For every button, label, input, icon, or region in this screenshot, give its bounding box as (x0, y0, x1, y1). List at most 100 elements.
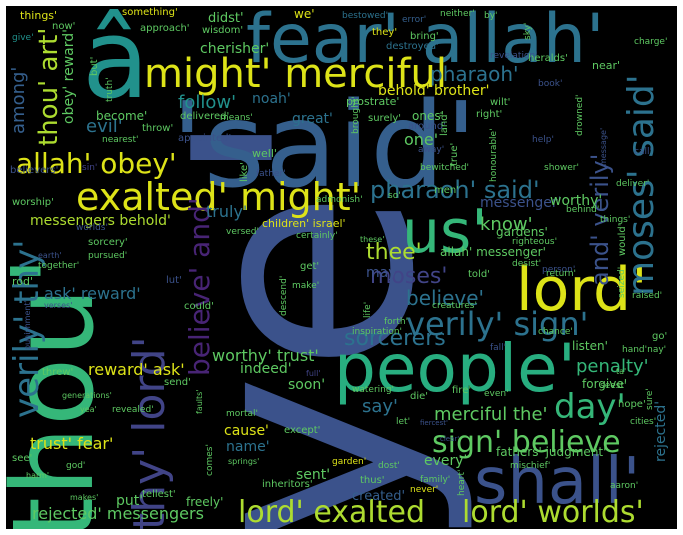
word-dost: dost' (378, 461, 400, 471)
word-honourable: honourable' (489, 128, 499, 182)
word-yea: yea' (80, 405, 97, 414)
word-thee: thee' (366, 240, 422, 265)
word-father: father' (256, 169, 286, 179)
word-we: we' (294, 7, 315, 21)
word-bestowed: bestowed' (342, 11, 389, 21)
word-told: told' (468, 269, 490, 280)
word-they: they' (372, 27, 398, 38)
word-fiercest: fiercest' (420, 419, 448, 427)
word-truly: truly' (206, 202, 248, 221)
word-things2: things' (600, 215, 631, 225)
word-person: person' (542, 265, 576, 275)
word-children-israel: children' israel' (262, 217, 346, 230)
word-verses: verses' (44, 301, 73, 310)
word-trust-fear: trust' fear' (30, 434, 114, 453)
word-become: become' (96, 109, 148, 123)
word-even: even' (484, 389, 509, 399)
word-certainly: certainly' (296, 231, 338, 241)
word-allah-obey: allah' obey' (16, 147, 177, 180)
word-would: would' (617, 223, 628, 256)
word-fathers-judgment: fathers' judgment' (496, 445, 607, 459)
word-fall: fall' (490, 343, 507, 353)
word-sent: sent' (296, 467, 331, 483)
word-approach: approach' (140, 23, 190, 34)
word-ask-reward: ask' reward' (44, 284, 141, 303)
word-lord-exalted: lord' exalted (238, 495, 425, 529)
word-faults: faults' (195, 389, 204, 414)
word-brought: brought' (351, 96, 361, 134)
word-help: help' (532, 135, 554, 145)
word-thus: thus' (360, 475, 385, 486)
word-raised: raised' (632, 291, 663, 301)
word-every: every' (424, 453, 468, 469)
word-error: error' (402, 15, 427, 25)
word-these: these' (360, 235, 385, 244)
word-around: around' (408, 121, 446, 132)
word-god: god' (66, 461, 86, 471)
word-mischief: mischief' (510, 461, 551, 471)
word-us: us' (402, 197, 488, 267)
word-moses: moses' (370, 264, 448, 289)
word-truth: truth' (105, 77, 115, 102)
word-say: say' (362, 396, 399, 417)
word-created: created' (352, 489, 406, 504)
word-sorcery: sorcery' (88, 237, 128, 248)
word-admonish: admonish' (316, 195, 363, 205)
word-people: people' (334, 330, 576, 407)
word-follow: follow' (178, 92, 237, 113)
word-neither: neither' (440, 9, 475, 19)
word-harm: harm' (26, 471, 50, 480)
word-delivered: delivered' (180, 111, 230, 122)
word-together: together' (38, 261, 80, 271)
word-descend: descend' (279, 275, 289, 316)
word-garden: garden' (332, 457, 367, 467)
word-righteous: righteous' (512, 237, 558, 247)
word-creatures: creatures' (432, 301, 477, 311)
word-believers: believers' (10, 165, 59, 176)
word-life: life' (363, 301, 373, 318)
word-great: great' (292, 111, 333, 127)
word-die: die' (410, 391, 429, 402)
word-cause: cause' (224, 423, 269, 439)
word-thou-art: thou' art' (34, 27, 64, 146)
word-put: put' (116, 493, 144, 509)
word-bewitched: bewitched' (420, 163, 470, 173)
word-exalted-might: exalted' might' (76, 175, 362, 219)
word-heralds: heralds' (528, 53, 568, 64)
word-inheritors: inheritors' (262, 479, 313, 490)
word-well: well' (252, 147, 277, 160)
word-rod: rod' (12, 275, 34, 288)
word-believe-and: believe' and' (183, 197, 216, 376)
word-pharaoh: pharaoh' (430, 62, 519, 86)
word-know: know' (480, 214, 533, 235)
word-didst: didst' (208, 11, 244, 26)
word-verily-sign: verily' sign' (406, 305, 589, 343)
word-versed: versed' (226, 227, 259, 237)
word-drowned: drowned' (575, 94, 585, 136)
word-fire: fire' (452, 385, 472, 396)
word-evil: evil' (86, 116, 123, 137)
word-return: return' (546, 269, 576, 279)
word-men: men' (434, 185, 459, 196)
word-said: 'said' (171, 76, 478, 214)
word-now: now' (52, 21, 76, 32)
word-rejected-messengers: rejected' messengers (32, 504, 204, 523)
word-wilt: wilt' (490, 97, 511, 108)
word-sin: sin' (82, 163, 98, 173)
word-wisdom: wisdom' (202, 25, 244, 36)
word-a-hat: â (82, 6, 150, 123)
word-penalty: penalty' (576, 356, 649, 377)
word-means: means' (220, 113, 253, 123)
word-mortal: mortal' (226, 409, 258, 419)
word-heart: heart' (457, 469, 467, 496)
word-like: like' (239, 162, 250, 182)
word-messenger: messenger' (480, 195, 562, 211)
word-ta: ta' (616, 367, 627, 376)
word-gardens: gardens' (496, 225, 548, 239)
word-rejected: rejected' (653, 400, 669, 462)
word-cities: cities' (630, 417, 657, 427)
word-right: right' (476, 109, 503, 120)
word-let: let' (396, 417, 411, 427)
word-soon: soon' (288, 377, 326, 393)
word-near: near' (592, 59, 621, 72)
